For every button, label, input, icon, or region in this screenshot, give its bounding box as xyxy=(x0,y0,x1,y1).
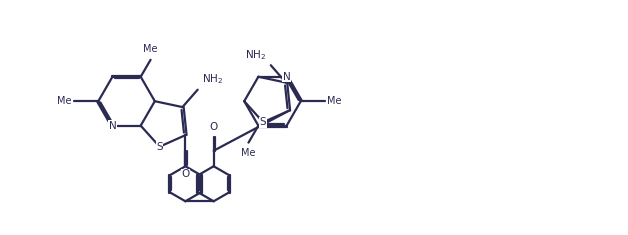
Text: N: N xyxy=(283,72,291,82)
Text: S: S xyxy=(260,117,266,127)
Text: O: O xyxy=(181,169,190,179)
Text: Me: Me xyxy=(57,96,72,106)
Text: NH$_2$: NH$_2$ xyxy=(246,48,266,62)
Text: N: N xyxy=(109,121,116,131)
Text: Me: Me xyxy=(143,44,158,54)
Text: S: S xyxy=(156,142,163,152)
Text: Me: Me xyxy=(327,96,342,106)
Text: Me: Me xyxy=(241,148,256,158)
Text: O: O xyxy=(210,122,218,132)
Text: NH$_2$: NH$_2$ xyxy=(202,73,223,86)
